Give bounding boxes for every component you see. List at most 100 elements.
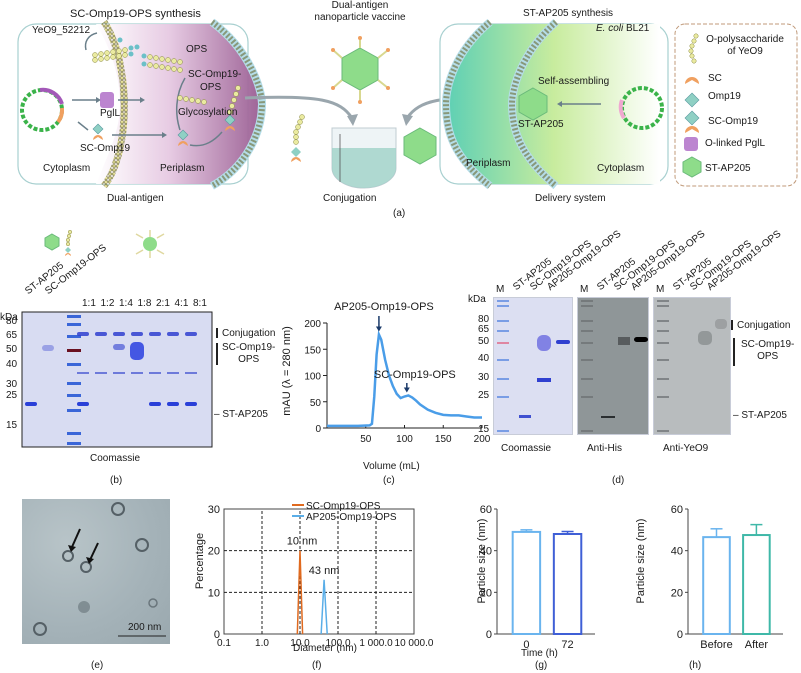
band [185,372,197,374]
sc-omp19-ops-label: SC-Omp19- [741,339,795,350]
st-ap205-band [149,402,161,406]
strain-right: E. coli BL21 [596,23,649,34]
series-line [296,550,304,635]
ladder-band [581,359,593,361]
y-tick-label: 20 [671,587,683,599]
center-caption: Conjugation [323,193,377,204]
x-tick-label: 100.0 [325,638,350,649]
particle-size-time-chart: 0 20 40 60 0 72 [480,504,595,651]
self-assembling-label: Self-assembling [538,76,610,87]
left-cell-diagram [17,18,798,190]
left-inner-membrane [101,20,128,189]
ratio-label: 1:2 [100,298,115,309]
d-conjugation: Conjugation [731,320,790,331]
panel-g-label: (g) [535,660,548,671]
band [77,372,89,374]
y-tick-label: 50 [310,398,322,409]
chromatogram-line [327,329,482,428]
ladder-band [657,320,669,322]
ladder-band [581,396,593,398]
st-ap205-band [25,402,37,406]
panel-a-label: (a) [393,208,406,219]
ladder-band [67,349,81,352]
ladder-band [657,396,669,398]
ladder-band [581,305,593,307]
panel-b-icons [44,229,165,258]
ratio-label: 4:1 [174,298,189,309]
legend-item-6: ST-AP205 [705,163,751,174]
y-tick-label: 60 [480,504,492,516]
band [537,335,551,351]
strain-left: YeO9_52212 [32,25,91,36]
blot-bands [581,300,648,432]
x-tick-label: 1.0 [255,638,269,649]
sc-omp19-ops-label: OPS [238,354,260,365]
ladder-band [67,394,81,397]
pgll-enzyme-icon [100,92,114,108]
b-st-ap205: – ST-AP205 [214,409,268,420]
y-tick-label: 0 [677,629,683,641]
tem-image: 200 nm [22,499,170,644]
ladder-band [581,378,593,380]
conjugation-band [185,332,197,336]
peak-label: 10 nm [287,536,318,548]
bar [742,534,771,636]
x-tick-label: Before [700,639,732,651]
panel-e-label: (e) [91,660,104,671]
ladder-band [67,315,81,318]
ladder-band [67,363,81,366]
y-tick-label: 20 [208,546,220,558]
st-ap205-icon [403,127,437,165]
peak-label: SC-Omp19-OPS [374,369,456,381]
band [519,415,531,418]
d-sc-omp19-ops: SC-Omp19- OPS [741,339,794,363]
bar [702,536,731,635]
ladder-band [67,335,81,338]
ladder-band [497,330,509,332]
x-tick-label: 72 [561,639,573,651]
lane-label: M [496,284,505,295]
left-title: SC-Omp19-OPS synthesis [70,8,201,20]
band [113,372,125,374]
y-tick-label: 200 [304,319,321,330]
cytoplasm-left: Cytoplasm [43,163,91,174]
pgll-label: PglL [100,108,121,119]
blot-bands [497,300,570,432]
ladder-band [497,359,509,361]
x-tick-label: 1 000.0 [359,638,393,649]
glycosylation-label: Glycosylation [178,107,238,118]
marker-label: 15 [6,420,18,431]
right-caption: Delivery system [535,193,606,204]
legend-label: of YeO9 [727,46,763,57]
blot-caption: Anti-YeO9 [663,443,709,454]
scale-bar-label: 200 nm [128,622,162,633]
x-tick-label: 100 [396,434,413,445]
legend-item-2: SC [708,73,722,84]
marker-label: 25 [478,390,490,401]
ladder-band [497,378,509,380]
y-tick-label: 60 [671,504,683,516]
legend-label: AP205-Omp19-OPS [306,512,397,523]
band [167,372,179,374]
blot-anti-his [577,297,649,435]
ops-chains [92,47,241,115]
legend-label: SC-Omp19-OPS [306,501,381,512]
d-st-ap205: – ST-AP205 [733,410,787,421]
ladder-band [497,342,509,344]
ladder-band [657,430,669,432]
series-line [320,579,328,635]
y-tick-label: 100 [304,372,321,383]
marker-label: 30 [6,379,18,390]
ratio-label: 1:4 [119,298,133,309]
band [698,331,712,345]
arrow-head-icon [375,326,382,332]
panel-d-label: (d) [612,475,625,486]
conjugation-label: Conjugation [737,320,791,331]
ladder-band [657,342,669,344]
legend-item-3: Omp19 [708,91,741,102]
st-ap205-label: ST-AP205 [222,409,268,420]
marker-label: 25 [6,390,18,401]
x-tick-label: 0 [523,639,529,651]
ladder-band [657,305,669,307]
conjugation-band [131,332,143,336]
